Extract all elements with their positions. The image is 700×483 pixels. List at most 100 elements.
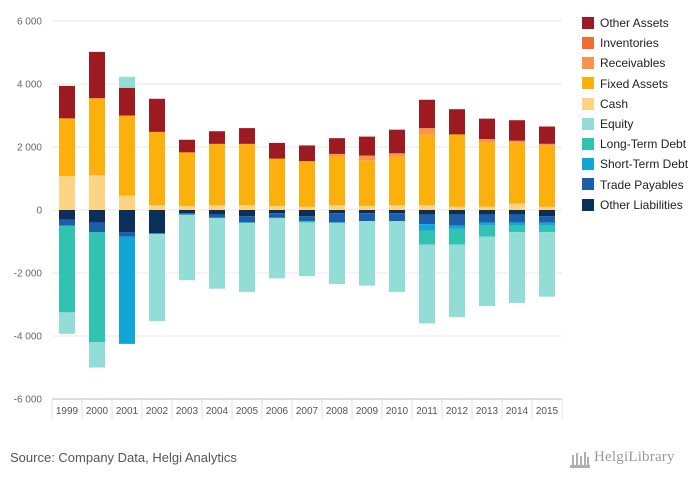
- bar-segment-trade-payables: [359, 213, 375, 222]
- legend-label: Inventories: [600, 36, 659, 51]
- x-tick-label: 2013: [476, 406, 499, 417]
- legend-swatch: [582, 37, 594, 50]
- bar-segment-fixed-assets: [179, 152, 195, 206]
- bar-segment-cash: [539, 206, 555, 210]
- legend-label: Long-Term Debt: [600, 137, 687, 152]
- legend-label: Short-Term Debt: [600, 157, 689, 172]
- bar-segment-cash: [269, 205, 285, 210]
- bar-segment-equity: [329, 222, 345, 285]
- legend-item-trade-payables: Trade Payables: [582, 176, 688, 196]
- x-tick-label: 2005: [236, 406, 259, 417]
- axes: 6 000 4 000 2 000 0 -2 000 -4 000 -6 000 1999 20…: [14, 17, 563, 419]
- bar-segment-equity: [179, 214, 195, 281]
- bar-segment-receivables: [389, 153, 405, 157]
- bar-segment-trade-payables: [389, 213, 405, 222]
- bar-segment-short-term-debt: [479, 222, 495, 226]
- legend-item-fixed-assets: Fixed Assets: [582, 75, 688, 95]
- bar-segment-long-term-debt: [479, 225, 495, 237]
- bar-segment-other-assets: [539, 126, 555, 144]
- x-tick-label: 2015: [536, 406, 559, 417]
- legend-swatch: [582, 16, 594, 29]
- bar-segment-cash: [299, 206, 315, 210]
- bar-segment-cash: [149, 205, 165, 210]
- bar-segment-short-term-debt: [419, 224, 435, 231]
- bar-segment-trade-payables: [59, 219, 75, 226]
- bar-segment-short-term-debt: [509, 222, 525, 226]
- bar-segment-trade-payables: [539, 216, 555, 223]
- bar-segment-cash: [479, 206, 495, 210]
- bar-segment-other-liabilities: [389, 210, 405, 214]
- bar-segment-equity: [299, 222, 315, 277]
- x-tick-label: 2010: [386, 406, 409, 417]
- y-tick-label: 6 000: [17, 17, 42, 28]
- legend-item-other-liabilities: Other Liabilities: [582, 196, 688, 216]
- y-tick-label: -4 000: [14, 332, 43, 343]
- bar-segment-fixed-assets: [419, 134, 435, 206]
- bar-segment-other-liabilities: [299, 210, 315, 217]
- legend-label: Other Assets: [600, 16, 669, 30]
- bar-segment-trade-payables: [299, 216, 315, 222]
- bar-segment-fixed-assets: [389, 156, 405, 206]
- bar-segment-other-assets: [59, 85, 75, 119]
- bar-segment-trade-payables: [509, 214, 525, 223]
- bar-segment-other-liabilities: [209, 210, 225, 215]
- bar-segment-trade-payables: [419, 214, 435, 225]
- legend-label: Cash: [600, 96, 629, 111]
- bar-segment-other-liabilities: [179, 210, 195, 214]
- bar-segment-other-assets: [179, 139, 195, 153]
- legend-swatch: [582, 137, 594, 150]
- bar-segment-cash: [59, 175, 75, 210]
- bar-segment-equity: [359, 221, 375, 286]
- bar-segment-cash: [359, 205, 375, 210]
- bar-segment-other-assets: [359, 136, 375, 156]
- x-tick-label: 1999: [56, 406, 79, 417]
- bar-segment-trade-payables: [269, 213, 285, 218]
- bar-segment-cash: [89, 175, 105, 210]
- bar-segment-equity: [509, 232, 525, 303]
- bar-segment-other-assets: [209, 131, 225, 144]
- bar-segment-other-assets: [239, 128, 255, 144]
- bar-segment-fixed-assets: [149, 131, 165, 206]
- brand-logo: HelgiLibrary: [568, 446, 693, 472]
- bar-segment-long-term-debt: [539, 225, 555, 233]
- bar-segment-cash: [329, 205, 345, 210]
- bar-segment-receivables: [419, 128, 435, 135]
- bar-segment-receivables: [479, 139, 495, 143]
- bar-segment-other-assets: [479, 118, 495, 140]
- bar-segment-trade-payables: [239, 216, 255, 223]
- bar-segment-receivables: [329, 153, 345, 157]
- bar-segment-other-liabilities: [449, 210, 465, 215]
- bar-segment-equity: [269, 217, 285, 279]
- legend: Other Assets Inventories Receivables Fixed …: [582, 14, 688, 216]
- source-note: Source: Company Data, Helgi Analytics: [10, 450, 237, 465]
- x-tick-label: 2006: [266, 406, 289, 417]
- bar-segment-other-liabilities: [269, 210, 285, 214]
- bar-segment-trade-payables: [329, 213, 345, 223]
- bar-segment-equity-positive-: [119, 76, 135, 88]
- bar-segment-trade-payables: [449, 214, 465, 226]
- bar-segment-long-term-debt: [299, 221, 315, 223]
- legend-swatch: [582, 57, 594, 70]
- bar-segment-other-liabilities: [359, 210, 375, 214]
- bar-segment-other-liabilities: [149, 210, 165, 234]
- bar-segment-cash: [179, 205, 195, 210]
- bar-segment-trade-payables: [179, 213, 195, 215]
- bar-segment-other-assets: [299, 145, 315, 162]
- legend-label: Trade Payables: [600, 177, 684, 192]
- legend-swatch: [582, 97, 594, 110]
- bar-segment-other-assets: [389, 129, 405, 154]
- legend-swatch: [582, 117, 594, 130]
- y-tick-label: 2 000: [17, 143, 42, 154]
- bar-segment-short-term-debt: [119, 236, 135, 344]
- bar-segment-short-term-debt: [539, 222, 555, 226]
- bar-segment-fixed-assets: [119, 115, 135, 196]
- bar-segment-cash: [449, 206, 465, 210]
- bar-segment-equity: [89, 342, 105, 368]
- bar-segment-receivables: [359, 155, 375, 161]
- x-tick-label: 2000: [86, 406, 109, 417]
- bar-segment-short-term-debt: [449, 225, 465, 229]
- legend-swatch: [582, 178, 594, 191]
- bar-segment-fixed-assets: [209, 143, 225, 206]
- bar-segment-equity: [59, 312, 75, 334]
- y-tick-label: -2 000: [14, 269, 43, 280]
